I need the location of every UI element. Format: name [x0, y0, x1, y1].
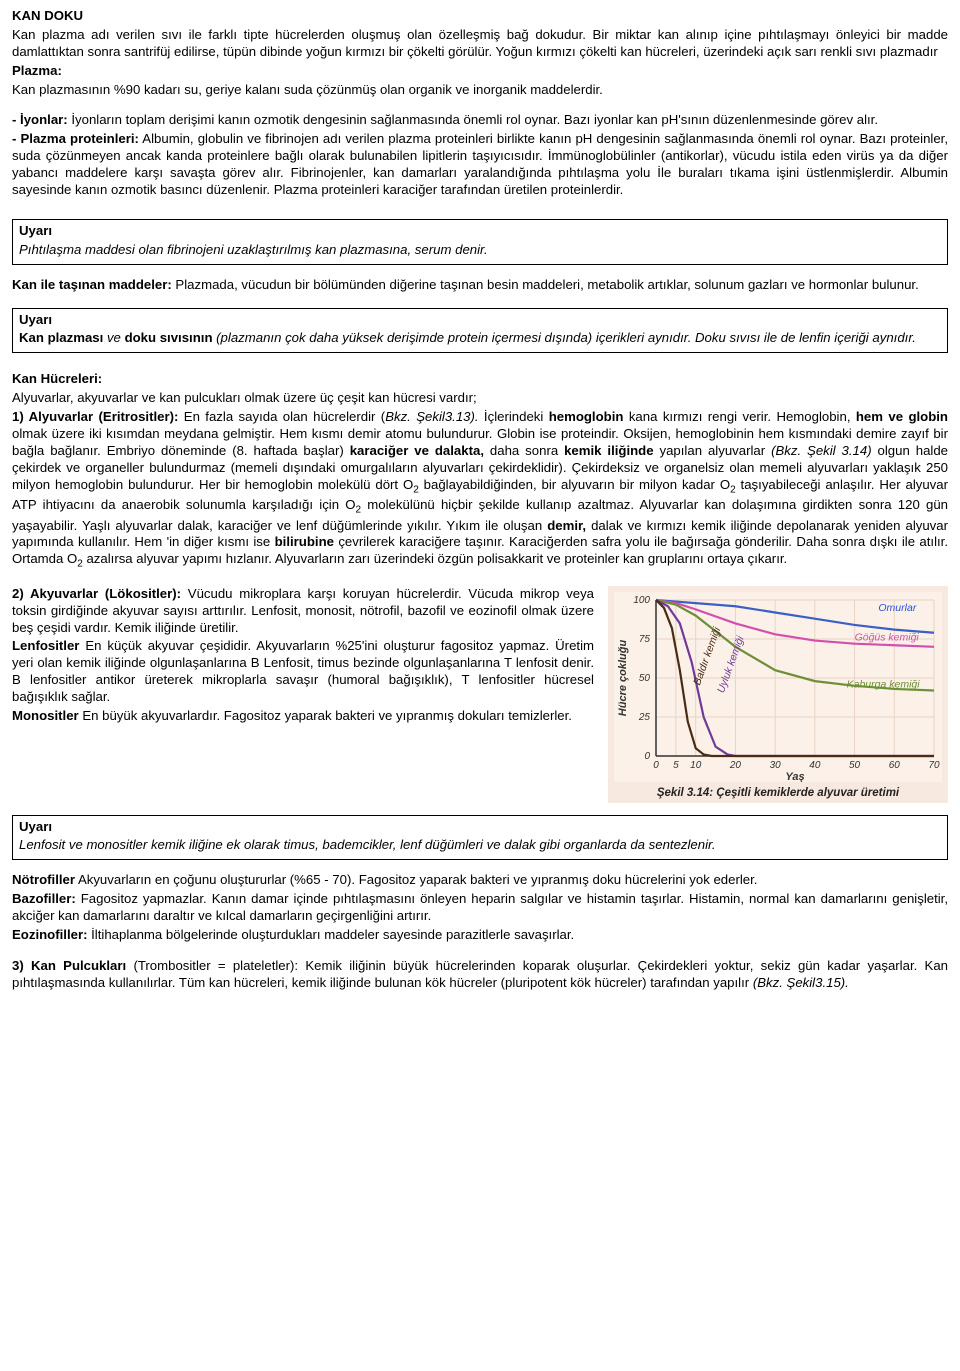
iyonlar-label: - İyonlar: [12, 112, 68, 127]
svg-text:20: 20 [729, 760, 742, 771]
monositler-text: En büyük akyuvarlardır. Fagositoz yapara… [79, 708, 572, 723]
svg-text:0: 0 [644, 751, 650, 762]
svg-text:0: 0 [653, 760, 659, 771]
al-karaciger: karaciğer ve dalakta, [350, 443, 484, 458]
akyuvarlar-paragraph: 2) Akyuvarlar (Lökositler): Vücudu mikro… [12, 586, 594, 637]
uyari2-b2: doku sıvısının [125, 330, 213, 345]
warning-box-1: Uyarı Pıhtılaşma maddesi olan fibrinojen… [12, 219, 948, 265]
lenfositler-text: En küçük akyuvar çeşididir. Akyuvarların… [12, 638, 594, 704]
plazma-label: Plazma: [12, 63, 948, 80]
notrofiller-label: Nötrofiller [12, 872, 75, 887]
al-1: En fazla sayıda olan hücrelerdir ( [178, 409, 385, 424]
al-bkz1: Bkz. Şekil3.13). [385, 409, 478, 424]
page-title: KAN DOKU [12, 8, 948, 25]
chart-caption: Şekil 3.14: Çeşitli kemiklerde alyuvar ü… [614, 786, 942, 801]
svg-text:50: 50 [849, 760, 861, 771]
warning-label-3: Uyarı [19, 819, 941, 836]
alyuvarlar-label: 1) Alyuvarlar (Eritrositler): [12, 409, 178, 424]
eozinofiller-paragraph: Eozinofiller: İltihaplanma bölgelerinde … [12, 927, 948, 944]
tasinan-label: Kan ile taşınan maddeler: [12, 277, 172, 292]
al-13: azalırsa alyuvar yapımı hızlanır. Alyuva… [83, 551, 787, 566]
warning-label-2: Uyarı [19, 312, 941, 329]
warning-box-2: Uyarı Kan plazması ve doku sıvısının (pl… [12, 308, 948, 354]
plazma-text: Kan plazmasının %90 kadarı su, geriye ka… [12, 82, 948, 99]
bazofiller-paragraph: Bazofiller: Fagositoz yapmazlar. Kanın d… [12, 891, 948, 925]
uyari2-mid: ve [103, 330, 124, 345]
al-bili: bilirubine [275, 534, 334, 549]
plazma-proteinleri-paragraph: - Plazma proteinleri: Albumin, globulin … [12, 131, 948, 199]
uyari2-rest: (plazmanın çok daha yüksek derişimde pro… [213, 330, 916, 345]
svg-text:70: 70 [928, 760, 940, 771]
notrofiller-text: Akyuvarların en çoğunu oluştururlar (%65… [75, 872, 757, 887]
plazma-proteinleri-label: - Plazma proteinleri: [12, 131, 139, 146]
monositler-paragraph: Monositler En büyük akyuvarlardır. Fagos… [12, 708, 594, 725]
al-3: kana kırmızı rengi verir. Hemoglobin, [623, 409, 855, 424]
intro-paragraph: Kan plazma adı verilen sıvı ile farklı t… [12, 27, 948, 61]
plazma-proteinleri-text: Albumin, globulin ve fibrinojen adı veri… [12, 131, 948, 197]
warning-box-3: Uyarı Lenfosit ve monositler kemik iliği… [12, 815, 948, 861]
pulcuklar-label: 3) Kan Pulcukları [12, 958, 126, 973]
kan-hucreleri-intro: Alyuvarlar, akyuvarlar ve kan pulcukları… [12, 390, 948, 407]
chart-area: 0 25 50 75 100 0 5 10 20 30 40 50 60 70 Yaş Hücre çoklu… [614, 592, 942, 782]
al-hemo: hemoglobin [549, 409, 624, 424]
kan-hucreleri-label: Kan Hücreleri: [12, 371, 948, 388]
tasinan-paragraph: Kan ile taşınan maddeler: Plazmada, vücu… [12, 277, 948, 294]
svg-text:25: 25 [638, 712, 651, 723]
warning-text-1: Pıhtılaşma maddesi olan fibrinojeni uzak… [19, 242, 941, 259]
lenfositler-paragraph: Lenfositler En küçük akyuvar çeşididir. … [12, 638, 594, 706]
tasinan-text: Plazmada, vücudun bir bölümünden diğerin… [172, 277, 919, 292]
uyari2-b1: Kan plazması [19, 330, 103, 345]
svg-text:Omurlar: Omurlar [878, 602, 916, 614]
al-demir: demir, [547, 518, 586, 533]
svg-text:40: 40 [809, 760, 821, 771]
warning-label-1: Uyarı [19, 223, 941, 240]
svg-text:50: 50 [639, 673, 651, 684]
al-kemik: kemik iliğinde [564, 443, 653, 458]
pulcuklar-bkz: (Bkz. Şekil3.15). [753, 975, 849, 990]
svg-text:75: 75 [639, 634, 651, 645]
pulcuklar-sub: (Trombositler = plateletler): [126, 958, 298, 973]
svg-text:30: 30 [770, 760, 782, 771]
al-6: yapılan alyuvarlar [654, 443, 771, 458]
svg-text:Yaş: Yaş [785, 771, 804, 782]
pulcuklar-paragraph: 3) Kan Pulcukları (Trombositler = platel… [12, 958, 948, 992]
al-bkz2: (Bkz. Şekil 3.14) [771, 443, 872, 458]
iyonlar-paragraph: - İyonlar: İyonların toplam derişimi kan… [12, 112, 948, 129]
svg-text:Hücre çokluğu: Hücre çokluğu [617, 639, 629, 716]
al-2: İçlerindeki [479, 409, 549, 424]
notrofiller-paragraph: Nötrofiller Akyuvarların en çoğunu oluşt… [12, 872, 948, 889]
al-hem: hem ve globin [856, 409, 948, 424]
warning-text-3: Lenfosit ve monositler kemik iliğine ek … [19, 837, 941, 854]
akyuvarlar-label: 2) Akyuvarlar (Lökositler): [12, 586, 181, 601]
eozinofiller-label: Eozinofiller: [12, 927, 87, 942]
iyonlar-text: İyonların toplam derişimi kanın ozmotik … [68, 112, 878, 127]
svg-text:Kaburga kemiği: Kaburga kemiği [847, 678, 921, 690]
chart-container: 0 25 50 75 100 0 5 10 20 30 40 50 60 70 Yaş Hücre çoklu… [608, 586, 948, 803]
svg-text:100: 100 [633, 595, 650, 606]
al-5: daha sonra [484, 443, 564, 458]
svg-text:60: 60 [889, 760, 901, 771]
bazofiller-text: Fagositoz yapmazlar. Kanın damar içinde … [12, 891, 948, 923]
alyuvarlar-paragraph: 1) Alyuvarlar (Eritrositler): En fazla s… [12, 409, 948, 572]
al-8: bağlayabildiğinden, bir alyuvarın bir mi… [419, 477, 730, 492]
akyuvarlar-row: 2) Akyuvarlar (Lökositler): Vücudu mikro… [12, 586, 948, 803]
eozinofiller-text: İltihaplanma bölgelerinde oluşturdukları… [87, 927, 574, 942]
monositler-label: Monositler [12, 708, 79, 723]
svg-text:5: 5 [673, 760, 679, 771]
bazofiller-label: Bazofiller: [12, 891, 76, 906]
lenfositler-label: Lenfositler [12, 638, 79, 653]
svg-text:10: 10 [690, 760, 702, 771]
warning-text-2: Kan plazması ve doku sıvısının (plazmanı… [19, 330, 941, 347]
svg-text:Göğüs kemiği: Göğüs kemiği [855, 631, 920, 643]
